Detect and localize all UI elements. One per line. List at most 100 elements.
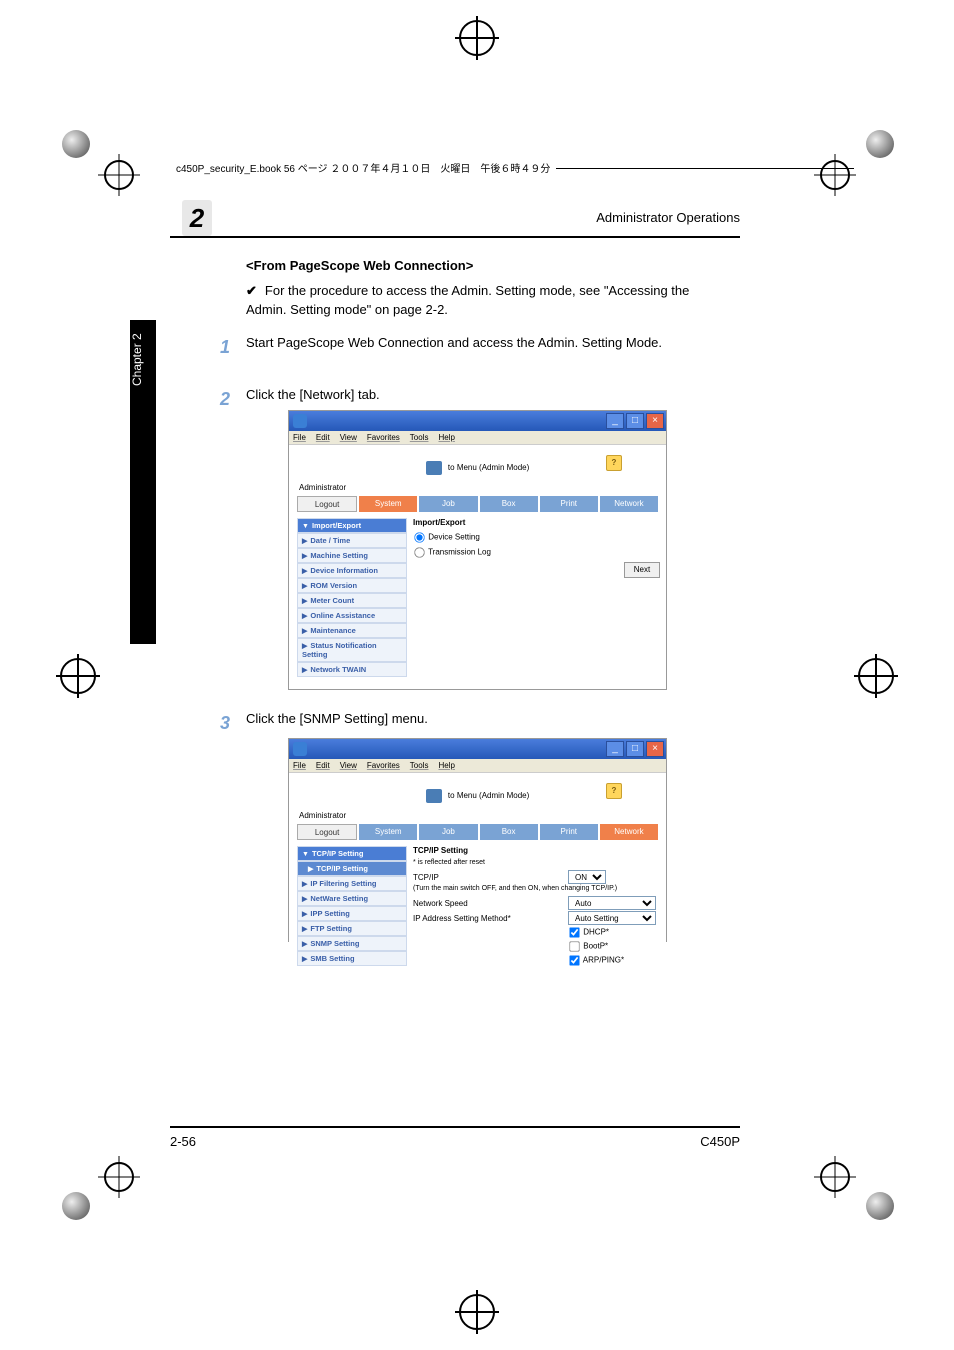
maximize-button[interactable]: □ — [626, 413, 644, 429]
sidebar-item[interactable]: ▶Machine Setting — [297, 548, 407, 563]
arp-checkbox[interactable] — [569, 955, 579, 965]
tab-row: Logout System Job Box Print Network — [297, 496, 658, 512]
admin-label: Administrator — [297, 809, 658, 824]
crop-header-text: c450P_security_E.book 56 ページ ２００７年４月１０日 … — [170, 158, 556, 177]
sidebar-item[interactable]: ▶ROM Version — [297, 578, 407, 593]
tab-print[interactable]: Print — [540, 824, 598, 840]
sidebar-item[interactable]: ▶IPP Setting — [297, 906, 407, 921]
help-icon[interactable]: ? — [606, 455, 622, 471]
sidebar-item[interactable]: ▶Online Assistance — [297, 608, 407, 623]
dhcp-checkbox[interactable] — [569, 927, 579, 937]
menu-tools[interactable]: Tools — [410, 433, 429, 442]
minimize-button[interactable]: _ — [606, 413, 624, 429]
tcpip-note: (Turn the main switch OFF, and then ON, … — [413, 885, 658, 892]
browser-menubar: File Edit View Favorites Tools Help — [289, 431, 666, 445]
reg-mark-top — [459, 20, 495, 56]
help-icon[interactable]: ? — [606, 783, 622, 799]
sidebar-item[interactable]: ▶IP Filtering Setting — [297, 876, 407, 891]
radio-device-setting[interactable]: Device Setting — [413, 531, 658, 544]
tab-system[interactable]: System — [359, 496, 417, 512]
ipmethod-label: IP Address Setting Method* — [413, 914, 511, 923]
sidebar-item[interactable]: ▶Status Notification Setting — [297, 638, 407, 662]
reg-target — [820, 1162, 850, 1192]
panel-title: TCP/IP Setting — [413, 846, 658, 855]
menu-view[interactable]: View — [340, 761, 357, 770]
next-button[interactable]: Next — [624, 562, 660, 578]
system-icon — [426, 461, 442, 475]
sidebar-item[interactable]: ▶Maintenance — [297, 623, 407, 638]
tab-job[interactable]: Job — [419, 824, 477, 840]
menu-view[interactable]: View — [340, 433, 357, 442]
close-button[interactable]: × — [646, 413, 664, 429]
tab-system[interactable]: System — [359, 824, 417, 840]
running-header: Administrator Operations — [596, 210, 740, 225]
side-menu: ▼Import/Export▶Date / Time▶Machine Setti… — [297, 518, 407, 677]
note-text: For the procedure to access the Admin. S… — [246, 283, 689, 317]
radio-label: Transmission Log — [428, 548, 491, 557]
note-line: ✔For the procedure to access the Admin. … — [246, 282, 716, 320]
radio-input[interactable] — [414, 532, 424, 542]
sidebar-item[interactable]: ▶TCP/IP Setting — [297, 861, 407, 876]
side-menu: ▼TCP/IP Setting▶TCP/IP Setting▶IP Filter… — [297, 846, 407, 968]
menu-help[interactable]: Help — [438, 433, 454, 442]
step-text: Start PageScope Web Connection and acces… — [246, 335, 662, 350]
tcpip-label: TCP/IP — [413, 873, 439, 882]
menu-favorites[interactable]: Favorites — [367, 761, 400, 770]
menu-tools[interactable]: Tools — [410, 761, 429, 770]
menu-edit[interactable]: Edit — [316, 761, 330, 770]
bootp-label: BootP* — [583, 942, 608, 951]
tab-job[interactable]: Job — [419, 496, 477, 512]
chapter-side-label: Chapter 2 — [130, 320, 144, 400]
sidebar-item[interactable]: ▶SNMP Setting — [297, 936, 407, 951]
step-1: 1 Start PageScope Web Connection and acc… — [246, 334, 716, 353]
corner-mark — [62, 1192, 90, 1220]
reg-mark-bottom — [459, 1294, 495, 1330]
mode-row: to Menu (Admin Mode) ? — [297, 451, 658, 481]
sidebar-item[interactable]: ▶Network TWAIN — [297, 662, 407, 677]
logout-button[interactable]: Logout — [297, 496, 357, 512]
radio-transmission-log[interactable]: Transmission Log — [413, 546, 658, 559]
ipmethod-select[interactable]: Auto Setting — [568, 911, 656, 925]
menu-file[interactable]: File — [293, 761, 306, 770]
ie-icon — [293, 742, 307, 756]
logout-button[interactable]: Logout — [297, 824, 357, 840]
tab-print[interactable]: Print — [540, 496, 598, 512]
reg-target — [820, 160, 850, 190]
menu-favorites[interactable]: Favorites — [367, 433, 400, 442]
menu-help[interactable]: Help — [438, 761, 454, 770]
sidebar-item[interactable]: ▶Device Information — [297, 563, 407, 578]
radio-input[interactable] — [414, 547, 424, 557]
mode-row: to Menu (Admin Mode) ? — [297, 779, 658, 809]
sidebar-item[interactable]: ▼TCP/IP Setting — [297, 846, 407, 861]
main-panel: TCP/IP Setting * is reflected after rese… — [413, 846, 658, 968]
tab-box[interactable]: Box — [480, 496, 538, 512]
sidebar-item[interactable]: ▶FTP Setting — [297, 921, 407, 936]
reset-note: * is reflected after reset — [413, 859, 658, 866]
system-icon — [426, 789, 442, 803]
sidebar-item[interactable]: ▶Date / Time — [297, 533, 407, 548]
mode-label[interactable]: to Menu (Admin Mode) — [448, 463, 529, 472]
menu-edit[interactable]: Edit — [316, 433, 330, 442]
tcpip-select[interactable]: ON — [568, 870, 606, 884]
close-button[interactable]: × — [646, 741, 664, 757]
minimize-button[interactable]: _ — [606, 741, 624, 757]
corner-mark — [866, 1192, 894, 1220]
netspeed-select[interactable]: Auto — [568, 896, 656, 910]
section-side-label: Administrator Operations — [138, 420, 153, 720]
page-footer: 2-56 C450P — [170, 1126, 740, 1149]
browser-menubar: File Edit View Favorites Tools Help — [289, 759, 666, 773]
tab-network[interactable]: Network — [600, 824, 658, 840]
arp-label: ARP/PING* — [583, 956, 624, 965]
bootp-checkbox[interactable] — [569, 941, 579, 951]
step-2: 2 Click the [Network] tab. — [246, 386, 716, 405]
tab-box[interactable]: Box — [480, 824, 538, 840]
sidebar-item[interactable]: ▼Import/Export — [297, 518, 407, 533]
menu-file[interactable]: File — [293, 433, 306, 442]
tab-network[interactable]: Network — [600, 496, 658, 512]
sidebar-item[interactable]: ▶SMB Setting — [297, 951, 407, 966]
maximize-button[interactable]: □ — [626, 741, 644, 757]
mode-label[interactable]: to Menu (Admin Mode) — [448, 791, 529, 800]
dhcp-label: DHCP* — [583, 928, 609, 937]
sidebar-item[interactable]: ▶Meter Count — [297, 593, 407, 608]
sidebar-item[interactable]: ▶NetWare Setting — [297, 891, 407, 906]
